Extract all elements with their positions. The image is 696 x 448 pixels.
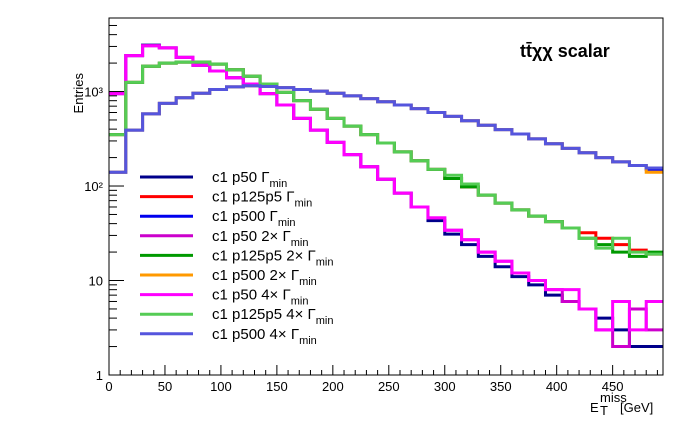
- legend-label-5: c1 p125p5 2× Γmin: [212, 247, 334, 268]
- series-layer: [109, 43, 663, 349]
- x-tick-label: 150: [266, 379, 288, 394]
- x-tick-label: 200: [322, 379, 344, 394]
- x-axis-title: E T miss [GeV]: [590, 390, 653, 418]
- svg-text:miss: miss: [600, 390, 627, 405]
- x-tick-label: 50: [158, 379, 172, 394]
- legend-label-3: c1 p500 Γmin: [212, 208, 296, 229]
- legend-label-4: c1 p50 2× Γmin: [212, 228, 308, 249]
- y-tick-label: 10³: [84, 85, 103, 100]
- axis-layer: 0 50 100 150 200 250 300 350 400 450 1 10 10² 10³: [84, 17, 658, 394]
- legend-label-2: c1 p125p5 Γmin: [212, 189, 312, 210]
- x-tick-label: 350: [490, 379, 512, 394]
- legend-label-6: c1 p500 2× Γmin: [212, 267, 317, 288]
- x-tick-label: 0: [105, 379, 112, 394]
- x-tick-label: 300: [434, 379, 456, 394]
- svg-text:E: E: [590, 400, 599, 415]
- y-tick-label: 10²: [84, 179, 103, 194]
- plot-frame: [108, 17, 664, 376]
- x-tick-label: 250: [378, 379, 400, 394]
- legend-label-1: c1 p50 Γmin: [212, 169, 287, 190]
- series-line-9: [109, 84, 663, 174]
- x-tick-label: 450: [602, 379, 624, 394]
- x-tick-label: 100: [210, 379, 232, 394]
- chart-title: tt̄χχ scalar: [520, 41, 610, 61]
- legend-label-9: c1 p500 4× Γmin: [212, 326, 317, 347]
- legend-label-8: c1 p125p5 4× Γmin: [212, 306, 334, 327]
- series-line-7: [109, 44, 663, 332]
- y-tick-label: 1: [96, 368, 103, 383]
- x-tick-label: 400: [546, 379, 568, 394]
- y-axis-title: Entries: [71, 73, 86, 114]
- svg-text:T: T: [600, 403, 608, 418]
- y-tick-label: 10: [89, 274, 103, 289]
- svg-text:[GeV]: [GeV]: [620, 400, 653, 415]
- series-line-8: [109, 60, 663, 256]
- legend-label-7: c1 p50 4× Γmin: [212, 287, 308, 308]
